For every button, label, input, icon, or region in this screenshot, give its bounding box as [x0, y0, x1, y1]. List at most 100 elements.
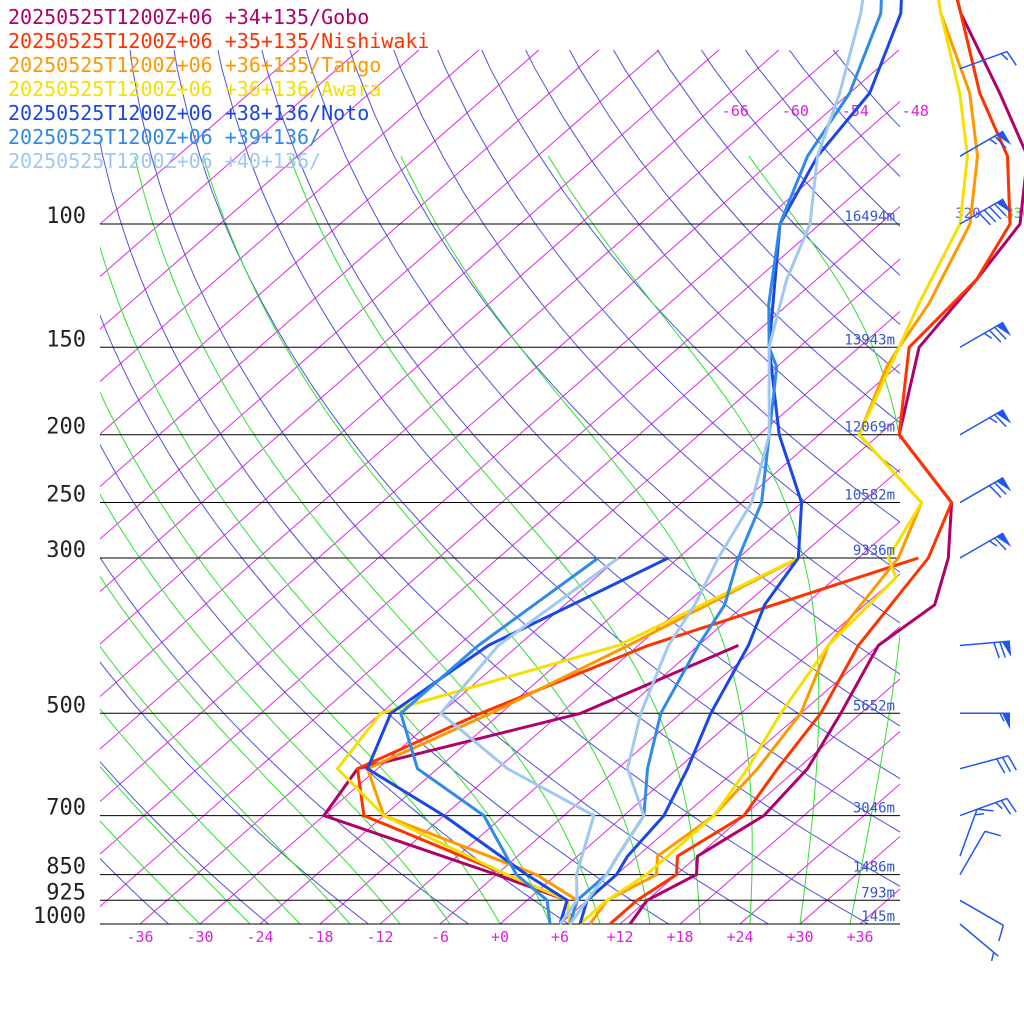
- wind-barb-pennant: [996, 131, 1012, 146]
- wind-barb-feather: [988, 329, 1002, 343]
- dry-adiabat-line: [100, 443, 569, 924]
- x-tick-label: -12: [366, 928, 393, 946]
- moist-adiabat-line: [134, 156, 601, 924]
- moist-adiabat-line: [100, 820, 201, 924]
- moist-adiabat-line: [100, 391, 501, 924]
- temperature-profile: [578, 0, 903, 925]
- height-label: 9336m: [853, 543, 895, 559]
- wind-barb-feather: [1006, 798, 1017, 813]
- pressure-label: 1000: [33, 904, 86, 929]
- dry-adiabat-line: [744, 50, 900, 227]
- wind-barb-staff: [959, 321, 1004, 348]
- isotherm-line: [559, 625, 900, 924]
- dry-adiabat-line: [525, 50, 900, 473]
- moist-adiabat-line: [100, 708, 301, 924]
- height-label: 16494m: [844, 209, 895, 225]
- isobar-grid: [100, 223, 900, 925]
- wind-barb: [959, 130, 1012, 157]
- dewpoint-profile: [366, 556, 669, 925]
- isotherm-line: [100, 50, 300, 225]
- dry-adiabat-line: [832, 50, 900, 128]
- legend-entry: 20250525T1200Z+06 +36+136/Awara: [8, 77, 381, 101]
- wind-barb-feather: [983, 209, 997, 223]
- isotherm-line: [199, 310, 900, 924]
- wind-barb-feather: [1006, 51, 1017, 66]
- temperature-profile: [609, 0, 1012, 926]
- wind-barb-feather: [974, 813, 985, 816]
- dewpoint-profile: [439, 556, 620, 925]
- dry-adiabat-line: [437, 50, 900, 573]
- wind-barb-staff: [959, 808, 978, 857]
- x-tick-label: +30: [786, 928, 813, 946]
- wind-barb-feather: [998, 925, 1005, 942]
- wind-barb-feather: [989, 540, 998, 547]
- wind-barb-feather: [999, 641, 1006, 658]
- height-label: 10582m: [844, 488, 895, 504]
- dry-adiabat-line: [481, 50, 900, 523]
- wind-barb-feather: [1001, 756, 1012, 773]
- wind-barb-staff: [959, 130, 1004, 157]
- wind-barb-feather: [1007, 755, 1017, 771]
- x-tick-label: -18: [306, 928, 333, 946]
- pressure-label: 500: [46, 693, 86, 718]
- legend-entry: 20250525T1200Z+06 +34+135/Gobo: [8, 5, 369, 29]
- height-label: 5652m: [853, 698, 895, 714]
- wind-barb-pennant: [996, 477, 1012, 492]
- theta-labels: 320330340350360370380390400410: [955, 206, 1024, 222]
- wind-barb-feather: [993, 642, 1000, 659]
- x-tick-label: -30: [186, 928, 213, 946]
- wind-barb-pennant: [1001, 641, 1012, 658]
- isotherm-line: [739, 783, 900, 924]
- wind-barb-staff: [959, 532, 1004, 559]
- temperature-profile: [628, 0, 1024, 925]
- wind-barb-feather: [994, 482, 1007, 495]
- wind-barb-staff: [959, 830, 986, 875]
- wind-barb: [959, 321, 1012, 348]
- upper-temperature-labels: -66 -60 -54 -48: [722, 102, 929, 120]
- dry-adiabat-line: [656, 50, 900, 326]
- isotherm-line: [439, 520, 900, 924]
- isotherm-line: [679, 730, 900, 924]
- dry-adiabat-line: [100, 661, 369, 924]
- wind-barb: [959, 899, 1005, 942]
- wind-barb-pennant: [996, 322, 1012, 337]
- height-label: 3046m: [853, 801, 895, 817]
- pressure-label: 150: [46, 327, 86, 352]
- wind-barb-staff: [959, 899, 1004, 926]
- wind-barb-feather: [994, 414, 1007, 428]
- dewpoint-profile: [356, 556, 919, 925]
- wind-barb-feather: [996, 758, 1006, 774]
- moist-adiabat-line: [100, 575, 401, 924]
- isotherm-line: [619, 678, 900, 924]
- wind-barb-feather: [977, 808, 994, 812]
- isotherm-line: [499, 573, 900, 924]
- pressure-label: 250: [46, 483, 86, 508]
- wind-barb-feather: [1000, 800, 1012, 815]
- x-tick-label: +18: [666, 928, 693, 946]
- legend-entry: 20250525T1200Z+06 +38+136/Noto: [8, 101, 369, 125]
- dry-adiabat-line: [393, 50, 900, 624]
- x-tick-label: +6: [551, 928, 569, 946]
- legend-entry: 20250525T1200Z+06 +35+135/Nishiwaki: [8, 29, 429, 53]
- height-label: 145m: [861, 909, 895, 925]
- moist-adiabat-line: [100, 765, 251, 924]
- wind-barb: [959, 640, 1012, 659]
- upper-temp-label: -48: [902, 102, 929, 120]
- wind-barb-feather: [984, 830, 1002, 837]
- legend: 20250525T1200Z+06 +34+135/Gobo20250525T1…: [8, 5, 429, 173]
- height-label: 13943m: [844, 332, 895, 348]
- wind-barb-staff: [959, 476, 1004, 504]
- dry-adiabat-line: [100, 556, 469, 924]
- wind-barb-feather: [994, 537, 1007, 551]
- legend-entry: 20250525T1200Z+06 +39+136/: [8, 125, 321, 149]
- wind-barb-staff: [959, 50, 1008, 70]
- wind-barb: [959, 532, 1012, 559]
- wind-barb: [959, 797, 1017, 817]
- dry-adiabat-line: [100, 760, 269, 924]
- wind-barb-staff: [959, 198, 1004, 225]
- wind-barb: [959, 755, 1017, 774]
- dry-adiabat-line: [100, 857, 169, 924]
- wind-barb-feather: [989, 417, 998, 424]
- isotherm-line: [379, 468, 900, 924]
